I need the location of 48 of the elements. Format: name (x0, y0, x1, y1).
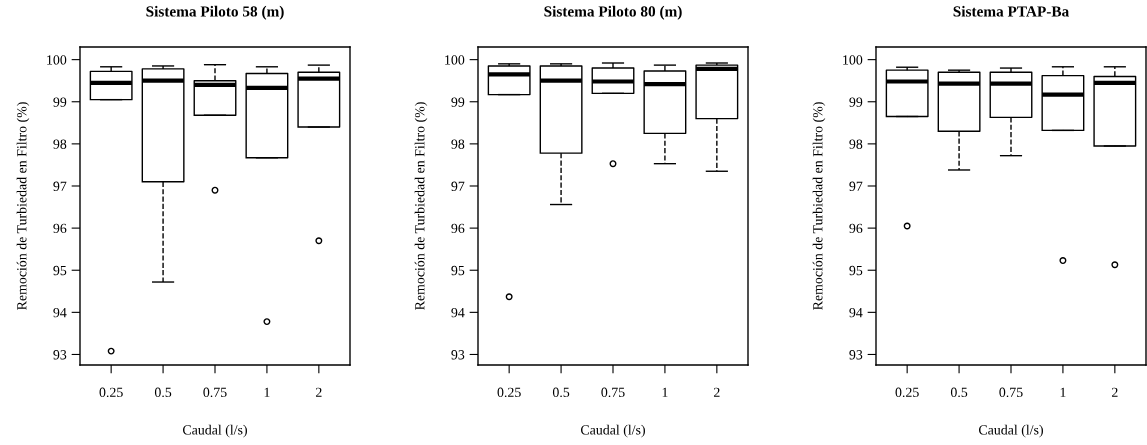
x-tick-label: 0.5 (154, 387, 172, 398)
y-tick-label: 96 (53, 223, 67, 234)
y-tick-label: 96 (451, 223, 465, 234)
y-tick-label: 100 (843, 55, 863, 65)
chart-title: Sistema PTAP-Ba (953, 5, 1069, 17)
x-tick-label: 0.25 (497, 387, 521, 398)
y-tick-label: 100 (445, 55, 465, 65)
y-tick-label: 99 (849, 97, 863, 107)
y-tick-label: 95 (53, 265, 67, 276)
x-tick-label: 0.25 (895, 387, 919, 398)
x-tick-label: 1 (662, 387, 668, 397)
y-axis-title: Remoción de Turbiedad en Filtro (%) (812, 102, 826, 310)
x-axis-title: Caudal (l/s) (978, 424, 1043, 438)
x-axis-title: Caudal (l/s) (182, 424, 247, 438)
x-tick-label: 0.25 (99, 387, 123, 398)
y-tick-label: 93 (451, 350, 465, 360)
x-tick-label: 0.75 (203, 387, 227, 398)
y-tick-label: 96 (849, 223, 863, 234)
x-tick-label: 0.75 (999, 387, 1023, 398)
x-tick-label: 2 (1111, 387, 1118, 397)
y-tick-label: 97 (849, 181, 863, 191)
x-tick-label: 0.5 (552, 387, 570, 398)
y-tick-label: 93 (53, 350, 67, 360)
x-tick-label: 0.75 (601, 387, 625, 398)
x-tick-label: 1 (264, 387, 270, 397)
y-axis-title: Remoción de Turbiedad en Filtro (%) (16, 102, 30, 310)
y-axis-title: Remoción de Turbiedad en Filtro (%) (414, 102, 428, 310)
y-tick-label: 94 (849, 307, 863, 318)
y-tick-label: 94 (451, 307, 465, 318)
y-tick-label: 98 (451, 139, 465, 149)
y-tick-label: 100 (47, 55, 67, 65)
y-tick-label: 93 (849, 350, 863, 360)
x-tick-label: 1 (1060, 387, 1066, 397)
y-tick-label: 98 (53, 139, 67, 149)
y-tick-label: 97 (53, 181, 67, 191)
y-tick-label: 97 (451, 181, 465, 191)
y-tick-label: 99 (53, 97, 67, 107)
y-tick-label: 99 (451, 97, 465, 107)
y-tick-label: 95 (849, 265, 863, 276)
y-tick-label: 98 (849, 139, 863, 149)
y-tick-label: 94 (53, 307, 67, 318)
y-tick-label: 95 (451, 265, 465, 276)
chart-title: Sistema Piloto 80 (m) (544, 5, 682, 20)
x-tick-label: 0.5 (950, 387, 968, 398)
x-axis-title: Caudal (l/s) (580, 424, 645, 438)
x-tick-label: 2 (713, 387, 720, 397)
x-tick-label: 2 (315, 387, 322, 397)
chart-title: Sistema Piloto 58 (m) (146, 5, 284, 20)
